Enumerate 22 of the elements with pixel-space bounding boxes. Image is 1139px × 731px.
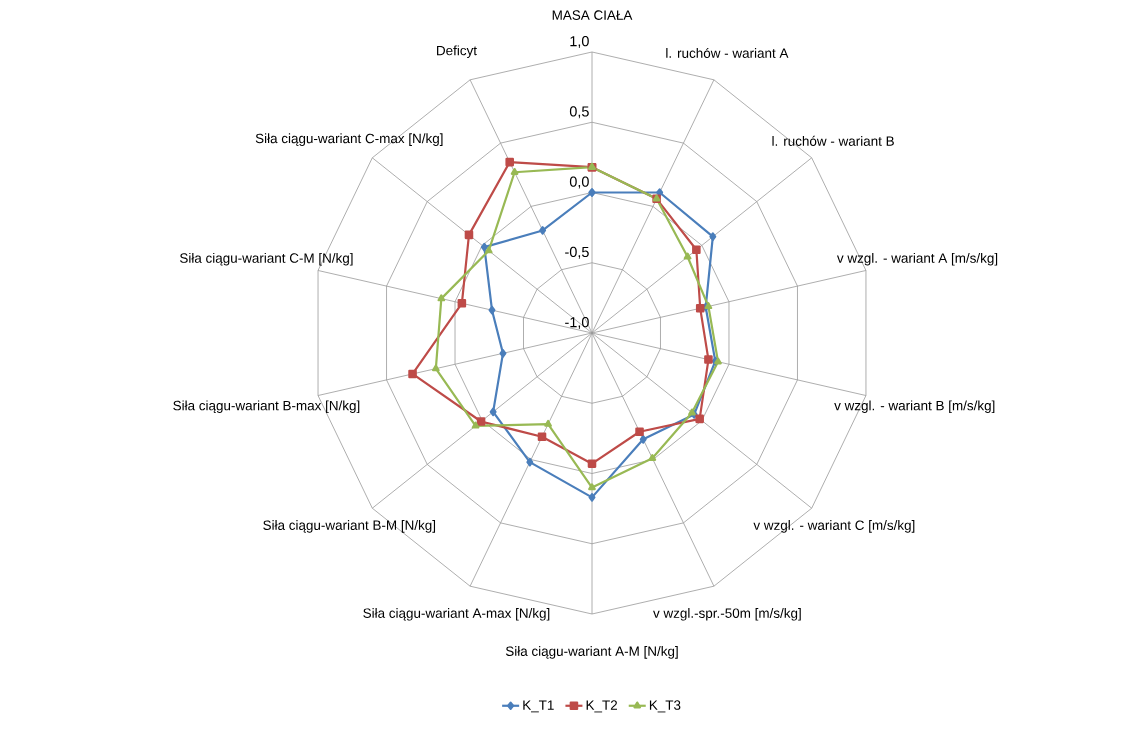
spoke-label: Siła ciągu-wariant B-M [N/kg] — [263, 520, 436, 533]
spoke-label: Siła ciągu-wariant A-max [N/kg] — [363, 608, 550, 621]
spoke-label: Deficyt — [437, 45, 477, 58]
spoke-label: v wzgl. - wariant C [m/s/kg] — [753, 520, 915, 533]
y-tick-label: 0,5 — [569, 106, 589, 119]
spoke-label: Siła ciągu-wariant C-max [N/kg] — [255, 133, 443, 146]
y-tick-label: 1,0 — [570, 36, 589, 48]
spoke-label: l. ruchów - wariant B — [772, 135, 894, 146]
spoke-label: Siła ciągu-wariant B-max [N/kg] — [173, 400, 360, 414]
legend-label: K_T1 — [523, 700, 554, 713]
legend-label: K_T3 — [649, 700, 681, 713]
spoke-label: Siła ciągu-wariant C-M [N/kg] — [179, 252, 353, 266]
spoke-label: v wzgl. - wariant B [m/s/kg] — [834, 400, 995, 414]
y-tick-label: -1,0 — [565, 317, 589, 329]
spoke-label: l. ruchów - wariant A — [666, 47, 789, 58]
legend-label: K_T2 — [586, 700, 618, 713]
spoke-label: Siła ciągu-wariant A-M [N/kg] — [505, 646, 678, 659]
y-tick-label: 0,0 — [569, 176, 589, 189]
spoke-label: v wzgl.-spr.-50m [m/s/kg] — [653, 608, 801, 621]
y-tick-label: -0,5 — [565, 246, 589, 259]
spoke-label: MASA CIAŁA — [552, 10, 633, 20]
spoke-label: v wzgl. - wariant A [m/s/kg] — [836, 252, 998, 266]
